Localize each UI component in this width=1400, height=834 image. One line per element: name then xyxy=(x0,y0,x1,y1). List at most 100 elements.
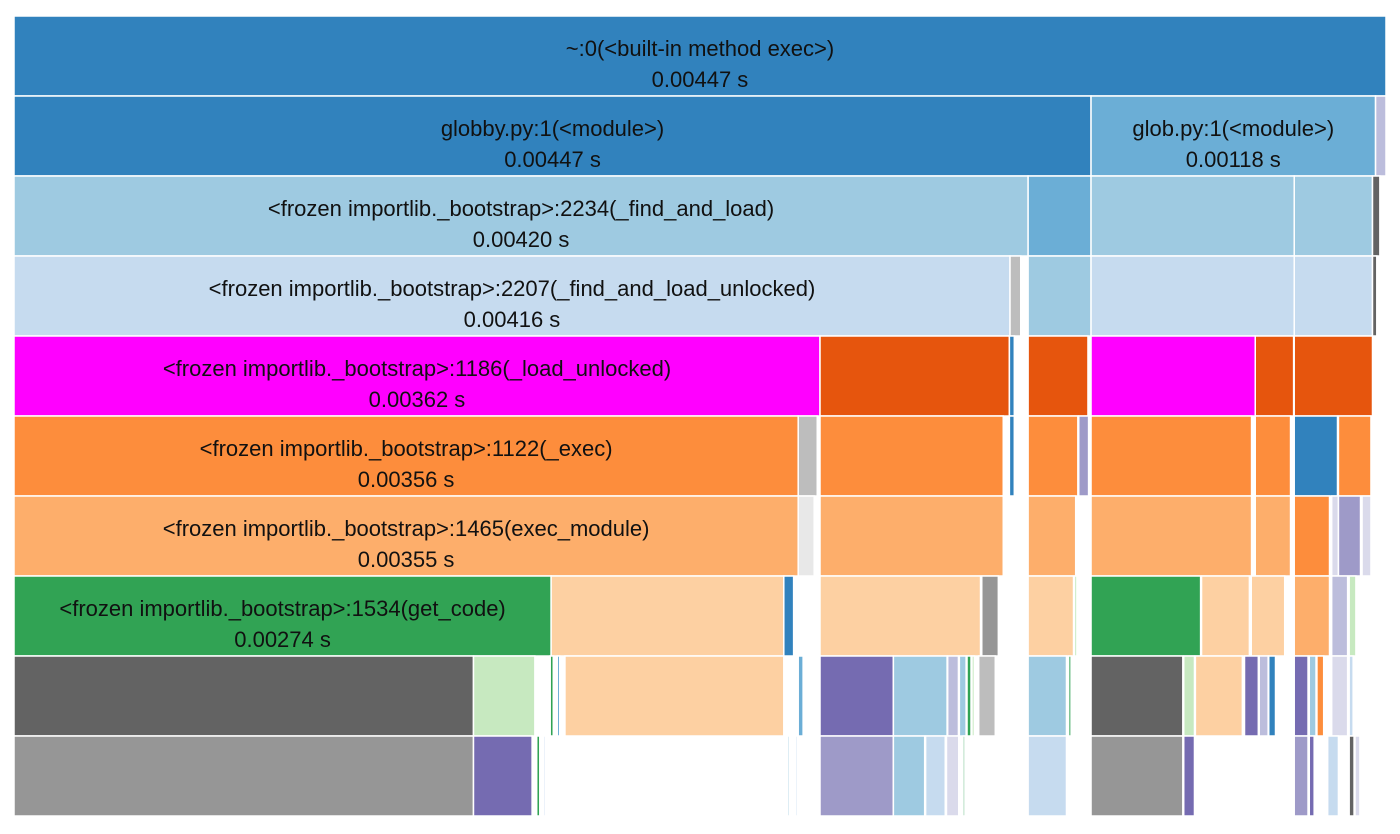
frame-bar[interactable] xyxy=(783,575,795,657)
frame-d6_d2[interactable] xyxy=(1330,495,1340,577)
frame-bar[interactable] xyxy=(1371,175,1381,257)
frame-d8_c[interactable] xyxy=(549,655,555,737)
frame-bar[interactable] xyxy=(946,655,960,737)
frame-bar[interactable] xyxy=(1200,575,1251,657)
frame-d5_d2[interactable] xyxy=(1337,415,1372,497)
frame-d7_d2[interactable] xyxy=(1200,575,1251,657)
frame-bar[interactable] xyxy=(1073,575,1078,657)
frame-bar[interactable] xyxy=(1027,415,1079,497)
frame-bar[interactable] xyxy=(797,495,815,577)
frame-d8_s[interactable] xyxy=(1293,655,1309,737)
frame-bar[interactable] xyxy=(1182,735,1196,817)
frame-d6_a[interactable] xyxy=(819,495,1005,577)
frame-d6_a1[interactable] xyxy=(797,495,815,577)
frame-bar[interactable] xyxy=(550,575,785,657)
frame-bar[interactable] xyxy=(1293,655,1309,737)
frame-d7_d3[interactable] xyxy=(1250,575,1286,657)
frame-bar[interactable] xyxy=(819,335,1011,417)
frame-exec[interactable]: <frozen importlib._bootstrap>:1122(_exec… xyxy=(13,415,799,497)
frame-d4_c[interactable] xyxy=(1090,335,1256,417)
frame-bar[interactable] xyxy=(892,735,926,817)
frame-bar[interactable] xyxy=(1348,655,1354,737)
frame-em[interactable]: <frozen importlib._bootstrap>:1465(exec_… xyxy=(13,495,799,577)
frame-d5_a[interactable] xyxy=(819,415,1005,497)
frame-bar[interactable] xyxy=(1027,255,1092,337)
frame-bar[interactable] xyxy=(1090,335,1256,417)
frame-d5_b2[interactable] xyxy=(1078,415,1090,497)
frame-bar[interactable] xyxy=(1090,655,1184,737)
frame-bar[interactable] xyxy=(797,415,818,497)
frame-d9_a[interactable] xyxy=(13,735,475,817)
frame-d4_b[interactable] xyxy=(1027,335,1089,417)
frame-d6_d4[interactable] xyxy=(1361,495,1372,577)
frame-bar[interactable] xyxy=(1027,175,1092,257)
frame-bar[interactable] xyxy=(1250,575,1286,657)
frame-d4_d[interactable] xyxy=(1293,335,1374,417)
frame-d6_b[interactable] xyxy=(1027,495,1077,577)
frame-d8_u[interactable] xyxy=(1316,655,1325,737)
frame-bar[interactable] xyxy=(472,735,533,817)
frame-d8_w[interactable] xyxy=(1348,655,1354,737)
frame-bar[interactable] xyxy=(892,655,948,737)
frame-bar[interactable] xyxy=(1330,655,1349,737)
frame-glob[interactable]: glob.py:1(<module>) 0.00118 s xyxy=(1090,95,1377,177)
frame-bar[interactable] xyxy=(1254,335,1295,417)
frame-d8_k[interactable] xyxy=(977,655,997,737)
frame-bar[interactable] xyxy=(1027,575,1075,657)
frame-bar[interactable] xyxy=(1268,655,1277,737)
frame-d9_o[interactable] xyxy=(1326,735,1340,817)
frame-d5_c[interactable] xyxy=(1090,415,1253,497)
frame-bar[interactable] xyxy=(958,655,967,737)
frame-bar[interactable] xyxy=(1258,655,1269,737)
frame-bar[interactable] xyxy=(794,735,799,817)
frame-bar[interactable] xyxy=(13,15,1387,97)
frame-bar[interactable] xyxy=(1009,255,1022,337)
frame-d4_a[interactable] xyxy=(819,335,1011,417)
frame-bar[interactable] xyxy=(1293,495,1331,577)
frame-d9_c2[interactable] xyxy=(542,735,547,817)
frame-bar[interactable] xyxy=(1348,575,1357,657)
frame-d6_d3[interactable] xyxy=(1337,495,1362,577)
frame-fal[interactable]: <frozen importlib._bootstrap>:2234(_find… xyxy=(13,175,1029,257)
frame-d7_c2[interactable] xyxy=(1073,575,1078,657)
frame-d3_e[interactable] xyxy=(1371,255,1378,337)
frame-d8_c2[interactable] xyxy=(556,655,561,737)
frame-d5_a2[interactable] xyxy=(1008,415,1016,497)
frame-d8_d[interactable] xyxy=(564,655,785,737)
frame-d9_q[interactable] xyxy=(1354,735,1361,817)
frame-d8_q[interactable] xyxy=(1258,655,1269,737)
frame-bar[interactable] xyxy=(1078,415,1090,497)
frame-d9_h[interactable] xyxy=(945,735,960,817)
frame-d9_l[interactable] xyxy=(1182,735,1196,817)
frame-bar[interactable] xyxy=(535,735,541,817)
frame-bar[interactable] xyxy=(1090,95,1377,177)
frame-d3_a2[interactable] xyxy=(1009,255,1022,337)
frame-bar[interactable] xyxy=(1330,575,1349,657)
frame-bar[interactable] xyxy=(1008,335,1016,417)
frame-bar[interactable] xyxy=(1027,335,1089,417)
frame-bar[interactable] xyxy=(13,175,1029,257)
frame-d9_g[interactable] xyxy=(924,735,946,817)
frame-bar[interactable] xyxy=(1008,415,1016,497)
frame-d2_d[interactable] xyxy=(1293,175,1374,257)
frame-d4_a2[interactable] xyxy=(1008,335,1016,417)
frame-d8_e[interactable] xyxy=(819,655,895,737)
frame-d9_b[interactable] xyxy=(472,735,533,817)
frame-bar[interactable] xyxy=(797,655,804,737)
frame-bar[interactable] xyxy=(971,655,976,737)
frame-d2_e[interactable] xyxy=(1371,175,1381,257)
frame-d9_d[interactable] xyxy=(786,735,791,817)
frame-d3_c[interactable] xyxy=(1090,255,1295,337)
frame-d8_r[interactable] xyxy=(1268,655,1277,737)
frame-d8_b[interactable] xyxy=(472,655,536,737)
frame-d7_b2[interactable] xyxy=(981,575,1000,657)
frame-falu[interactable]: <frozen importlib._bootstrap>:2207(_find… xyxy=(13,255,1011,337)
frame-d8_o[interactable] xyxy=(1194,655,1244,737)
frame-lu[interactable]: <frozen importlib._bootstrap>:1186(_load… xyxy=(13,335,821,417)
frame-bar[interactable] xyxy=(1090,175,1295,257)
frame-d8_i[interactable] xyxy=(966,655,972,737)
frame-bar[interactable] xyxy=(472,655,536,737)
frame-d8_j[interactable] xyxy=(971,655,976,737)
frame-d7_a[interactable] xyxy=(550,575,785,657)
frame-bar[interactable] xyxy=(13,95,1092,177)
